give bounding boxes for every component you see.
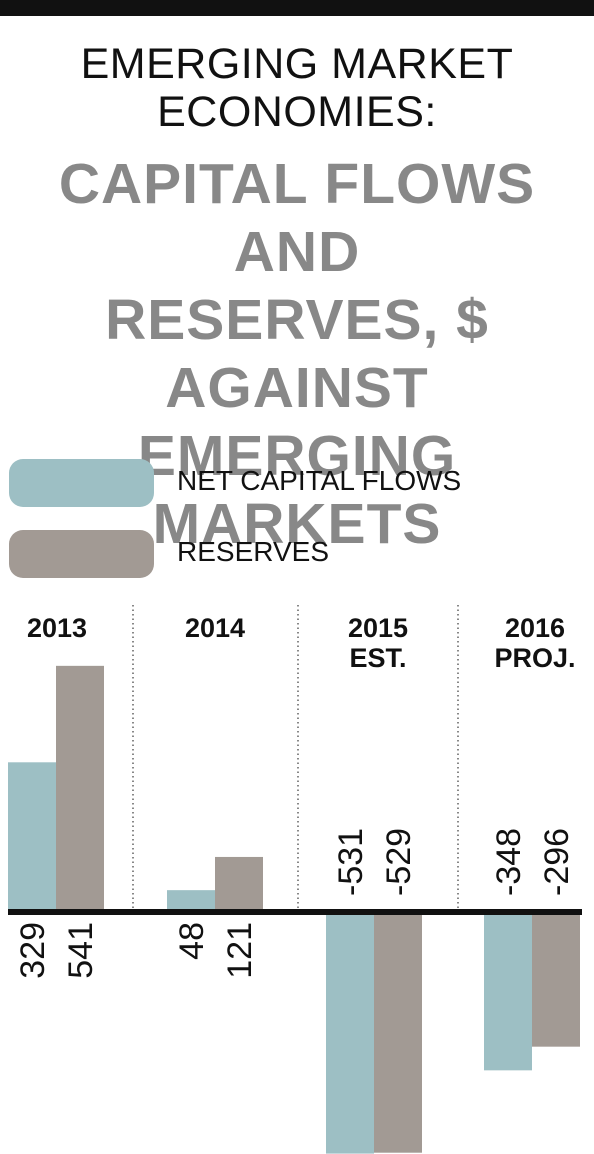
data-label: 121 bbox=[221, 922, 259, 979]
data-label: -348 bbox=[490, 828, 528, 896]
data-label: -296 bbox=[538, 828, 576, 896]
bar bbox=[326, 912, 374, 1154]
data-label: 329 bbox=[14, 922, 52, 979]
data-label: -529 bbox=[380, 828, 418, 896]
legend-item-reserves: RESERVES bbox=[9, 530, 509, 578]
data-label: 541 bbox=[62, 922, 100, 979]
data-label: -531 bbox=[332, 828, 370, 896]
legend-swatch-net-capital-flows bbox=[9, 459, 154, 507]
category-label: 2015 bbox=[348, 613, 408, 643]
bar bbox=[8, 762, 56, 912]
kicker-title: EMERGING MARKET ECONOMIES: bbox=[0, 40, 594, 136]
bar bbox=[167, 890, 215, 912]
title-line-4: MARKETS bbox=[152, 492, 442, 556]
title-line-1: CAPITAL FLOWS AND bbox=[58, 152, 536, 284]
bar bbox=[374, 912, 422, 1153]
top-rule bbox=[0, 0, 594, 16]
bar bbox=[56, 665, 104, 912]
kicker-line-1: EMERGING MARKET bbox=[80, 40, 514, 88]
title-line-3: AGAINST EMERGING bbox=[137, 356, 457, 488]
bar bbox=[484, 912, 532, 1071]
category-label: 2014 bbox=[185, 613, 245, 643]
category-label: 2013 bbox=[27, 613, 87, 643]
legend-label-net-capital-flows: NET CAPITAL FLOWS bbox=[177, 465, 462, 496]
legend-item-net-capital-flows: NET CAPITAL FLOWS bbox=[9, 459, 509, 507]
bar bbox=[215, 856, 263, 912]
title-line-2: RESERVES, $ bbox=[105, 288, 489, 352]
category-label: 2016 bbox=[505, 613, 565, 643]
category-label: PROJ. bbox=[494, 643, 575, 673]
category-label: EST. bbox=[349, 643, 406, 673]
kicker-line-2: ECONOMIES: bbox=[157, 88, 437, 136]
zero-axis bbox=[8, 909, 582, 915]
legend-label-reserves: RESERVES bbox=[177, 536, 329, 567]
legend-swatch-reserves bbox=[9, 530, 154, 578]
chart-title: CAPITAL FLOWS AND RESERVES, $ AGAINST EM… bbox=[0, 150, 594, 558]
data-label: 48 bbox=[173, 922, 211, 960]
bar bbox=[532, 912, 580, 1047]
